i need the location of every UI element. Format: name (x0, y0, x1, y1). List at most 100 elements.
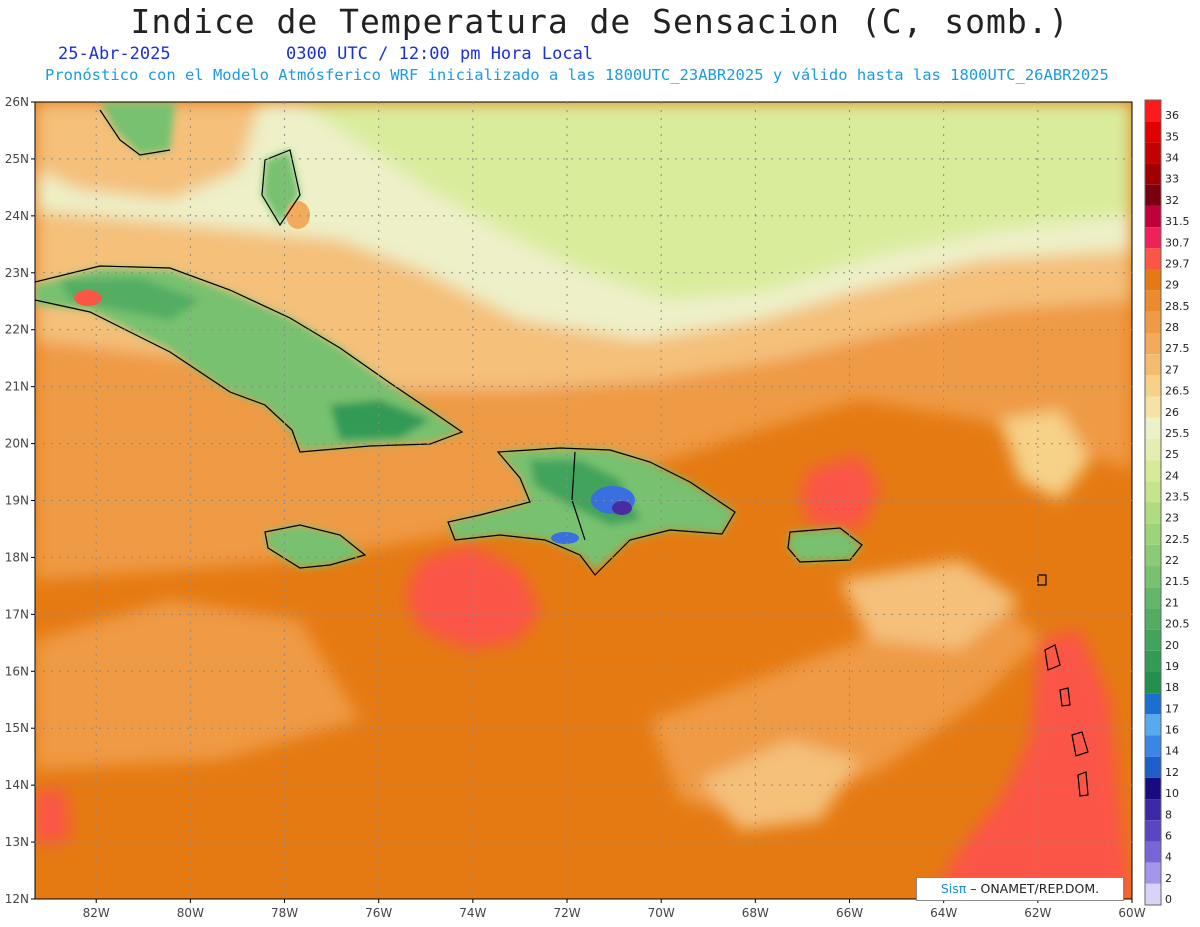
legend-value: 33 (1165, 173, 1179, 186)
lon-label: 74W (459, 906, 486, 920)
legend-value: 2 (1165, 872, 1172, 885)
legend-swatch (1145, 629, 1161, 651)
legend-swatch (1145, 375, 1161, 397)
lat-label: 24N (5, 209, 29, 223)
legend-value: 12 (1165, 766, 1179, 779)
lon-label: 66W (836, 906, 863, 920)
legend-value: 4 (1165, 851, 1172, 864)
legend-value: 29 (1165, 279, 1179, 292)
legend-swatch (1145, 544, 1161, 567)
legend-swatch (1145, 184, 1161, 206)
legend-swatch (1145, 248, 1161, 270)
legend-swatch (1145, 396, 1161, 418)
legend-swatch (1145, 502, 1161, 524)
legend-swatch (1145, 799, 1161, 821)
legend-swatch (1145, 417, 1161, 439)
legend-swatch (1145, 862, 1161, 884)
legend-swatch (1145, 163, 1161, 185)
legend-value: 29.7 (1165, 257, 1190, 270)
legend-value: 14 (1165, 745, 1179, 758)
lon-label: 76W (365, 906, 392, 920)
legend-swatch (1145, 269, 1161, 291)
legend-swatch (1145, 100, 1161, 122)
legend-swatch (1145, 735, 1161, 757)
legend-swatch (1145, 608, 1161, 630)
lon-label: 68W (742, 906, 769, 920)
legend-value: 35 (1165, 130, 1179, 143)
legend-swatch (1145, 290, 1161, 312)
lat-label: 18N (5, 550, 29, 564)
legend-swatch (1145, 438, 1161, 461)
lon-label: 70W (648, 906, 675, 920)
legend-value: 26 (1165, 406, 1179, 419)
legend-value: 28.5 (1165, 300, 1190, 313)
legend-value: 21.5 (1165, 575, 1190, 588)
credit-text: – ONAMET/REP.DOM. (966, 881, 1100, 896)
legend-value: 32 (1165, 194, 1179, 207)
lat-label: 15N (5, 721, 29, 735)
legend-value: 23 (1165, 512, 1179, 525)
legend-swatch (1145, 693, 1161, 715)
legend-value: 27 (1165, 363, 1179, 376)
legend-swatch (1145, 227, 1161, 249)
legend-value: 17 (1165, 702, 1179, 715)
lat-label: 21N (5, 380, 29, 394)
legend-value: 27.5 (1165, 342, 1190, 355)
legend-swatch (1145, 481, 1161, 503)
legend-value: 20.5 (1165, 618, 1190, 631)
lon-label: 78W (271, 906, 298, 920)
legend-swatch (1145, 883, 1161, 905)
legend-swatch (1145, 714, 1161, 736)
sispi-brand: Sisπ (940, 881, 967, 896)
legend-value: 22 (1165, 554, 1179, 567)
lat-label: 14N (5, 778, 29, 792)
legend-swatch (1145, 756, 1161, 778)
legend-value: 30.7 (1165, 236, 1190, 249)
legend-swatch (1145, 841, 1161, 863)
legend-value: 25.5 (1165, 427, 1190, 440)
coastlines (35, 109, 1089, 797)
legend-value: 31.5 (1165, 215, 1190, 228)
legend-value: 16 (1165, 724, 1179, 737)
valid-date: 25-Abr-2025 (58, 44, 171, 64)
legend-swatch (1145, 311, 1161, 334)
lon-label: 64W (930, 906, 957, 920)
forecast-note: Pronóstico con el Modelo Atmósferico WRF… (45, 66, 1109, 84)
legend-value: 8 (1165, 808, 1172, 821)
legend-value: 25 (1165, 448, 1179, 461)
lat-label: 26N (5, 95, 29, 109)
legend-swatch (1145, 460, 1161, 482)
legend-swatch (1145, 333, 1161, 355)
credit-box: Sisπ – ONAMET/REP.DOM. (916, 877, 1124, 901)
legend-value: 20 (1165, 639, 1179, 652)
legend-swatch (1145, 671, 1161, 694)
legend-swatch (1145, 121, 1161, 143)
legend-value: 0 (1165, 893, 1172, 906)
legend-value: 23.5 (1165, 491, 1190, 504)
lat-label: 20N (5, 437, 29, 451)
legend-value: 19 (1165, 660, 1179, 673)
legend-value: 28 (1165, 321, 1179, 334)
lat-label: 13N (5, 835, 29, 849)
legend-swatch (1145, 777, 1161, 800)
legend-value: 26.5 (1165, 385, 1190, 398)
legend-swatch (1145, 587, 1161, 609)
lat-label: 17N (5, 607, 29, 621)
latitude-labels: 26N 25N 24N 23N 22N 21N 20N 19N 18N 17N 16N 15N 14N 1… (5, 95, 35, 906)
valid-time: 0300 UTC / 12:00 pm Hora Local (286, 44, 594, 64)
legend-swatch (1145, 142, 1161, 164)
legend-swatch (1145, 205, 1161, 228)
lat-label: 22N (5, 323, 29, 337)
legend-value: 10 (1165, 787, 1179, 800)
legend-value: 22.5 (1165, 533, 1190, 546)
lon-label: 80W (177, 906, 204, 920)
legend-swatch (1145, 650, 1161, 672)
lat-label: 19N (5, 494, 29, 508)
legend-value: 6 (1165, 829, 1172, 842)
map-title: Indice de Temperatura de Sensacion (C, s… (130, 2, 1070, 41)
legend-swatch (1145, 354, 1161, 376)
lat-label: 16N (5, 664, 29, 678)
colorbar-legend: 363534333231.530.729.72928.52827.52726.5… (1144, 99, 1190, 906)
legend-value: 24 (1165, 469, 1179, 482)
